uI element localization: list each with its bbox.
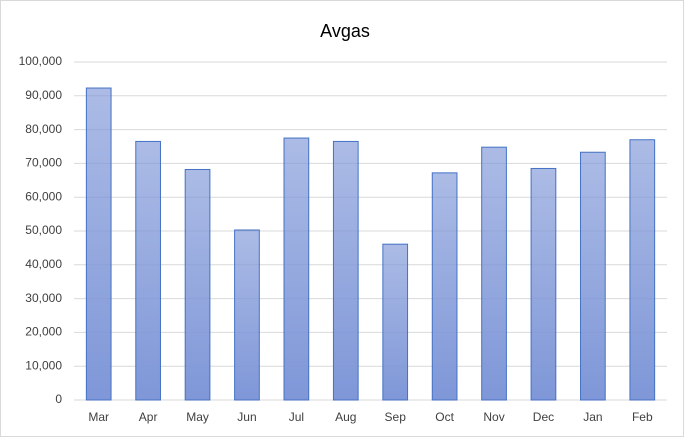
bar bbox=[135, 140, 161, 401]
x-tick-label: Jun bbox=[237, 410, 256, 424]
x-tick-label: Oct bbox=[435, 410, 454, 424]
bar bbox=[580, 151, 606, 401]
x-tick-label: Apr bbox=[139, 410, 158, 424]
y-tick-label: 80,000 bbox=[25, 122, 62, 136]
bar bbox=[85, 87, 112, 401]
y-tick-label: 30,000 bbox=[25, 291, 62, 305]
bar bbox=[431, 172, 458, 401]
y-tick-label: 0 bbox=[55, 392, 62, 406]
y-tick-label: 100,000 bbox=[19, 54, 63, 68]
bar bbox=[629, 139, 656, 401]
x-tick-label: Aug bbox=[335, 410, 356, 424]
x-tick-label: Nov bbox=[483, 410, 504, 424]
y-tick-label: 70,000 bbox=[25, 156, 62, 170]
bar bbox=[184, 168, 211, 401]
bar bbox=[283, 137, 310, 401]
x-tick-label: Jul bbox=[289, 410, 304, 424]
y-tick-label: 60,000 bbox=[25, 189, 62, 203]
bar bbox=[530, 167, 557, 401]
x-tick-label: Mar bbox=[88, 410, 109, 424]
bar bbox=[481, 146, 507, 401]
y-tick-label: 10,000 bbox=[25, 358, 62, 372]
y-tick-label: 90,000 bbox=[25, 88, 62, 102]
chart-title: Avgas bbox=[320, 21, 370, 41]
y-tick-label: 40,000 bbox=[25, 257, 62, 271]
bar bbox=[234, 229, 260, 401]
x-tick-label: Sep bbox=[385, 410, 407, 424]
bar bbox=[382, 243, 409, 401]
bar bbox=[332, 140, 359, 401]
x-tick-label: Feb bbox=[632, 410, 653, 424]
x-tick-label: May bbox=[186, 410, 209, 424]
x-tick-label: Dec bbox=[533, 410, 554, 424]
y-tick-label: 20,000 bbox=[25, 325, 62, 339]
y-tick-label: 50,000 bbox=[25, 223, 62, 237]
x-tick-label: Jan bbox=[583, 410, 602, 424]
